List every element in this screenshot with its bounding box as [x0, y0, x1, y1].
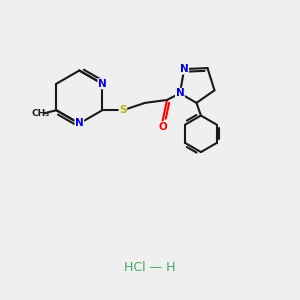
- Text: O: O: [158, 122, 167, 132]
- Text: HCl — H: HCl — H: [124, 261, 176, 274]
- Text: N: N: [75, 118, 84, 128]
- Text: CH₃: CH₃: [31, 109, 49, 118]
- Text: N: N: [180, 64, 189, 74]
- Text: S: S: [119, 105, 127, 115]
- Text: N: N: [98, 79, 107, 89]
- Text: N: N: [176, 88, 184, 98]
